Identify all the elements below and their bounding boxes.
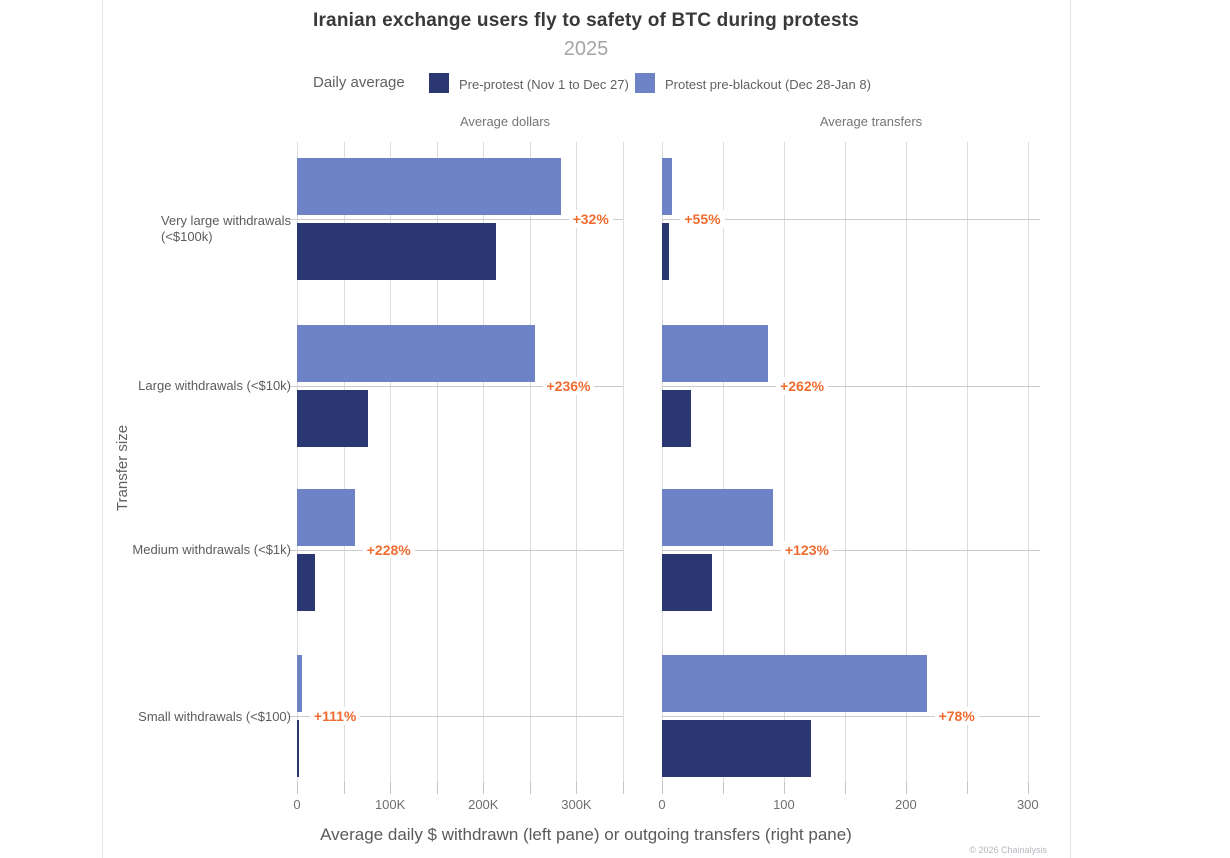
gridline bbox=[483, 142, 485, 782]
x-tick-label: 300 bbox=[1016, 797, 1039, 812]
pane-header-average-transfers: Average transfers bbox=[819, 114, 923, 129]
row-baseline bbox=[662, 550, 1040, 551]
gridline bbox=[576, 142, 578, 782]
pct-change-label: +236% bbox=[542, 377, 595, 395]
x-axis-tick bbox=[390, 782, 392, 794]
bar-pre-protest bbox=[297, 223, 497, 280]
bar-pre-protest bbox=[662, 719, 811, 777]
pct-change-label: +228% bbox=[362, 541, 415, 559]
gridline bbox=[297, 142, 298, 782]
bar-protest-pre-blackout bbox=[297, 158, 561, 215]
row-baseline bbox=[662, 715, 1040, 717]
x-axis-tick bbox=[576, 782, 578, 794]
bar-pre-protest bbox=[662, 390, 692, 447]
row-baseline bbox=[662, 386, 1040, 387]
gridline bbox=[436, 142, 438, 782]
legend-swatch-pre-protest bbox=[429, 73, 449, 93]
legend-title: Daily average bbox=[313, 74, 405, 91]
bar-pre-protest bbox=[662, 223, 669, 280]
x-axis-tick bbox=[529, 782, 531, 794]
bar-pre-protest bbox=[297, 554, 315, 611]
row-baseline bbox=[290, 715, 623, 717]
x-tick-label: 100 bbox=[773, 797, 795, 812]
x-tick-label: 0 bbox=[293, 797, 301, 812]
page-title: Iranian exchange users fly to safety of … bbox=[312, 10, 860, 31]
x-axis-tick bbox=[783, 782, 785, 794]
bar-pre-protest bbox=[297, 719, 300, 777]
x-axis-tick bbox=[483, 782, 485, 794]
gridline bbox=[905, 142, 907, 782]
bar-protest-pre-blackout bbox=[297, 489, 355, 546]
legend-label-pre-protest: Pre-protest (Nov 1 to Dec 27) bbox=[459, 77, 629, 92]
chart-card bbox=[102, 0, 1071, 858]
row-baseline bbox=[290, 219, 623, 220]
gridline bbox=[722, 142, 724, 782]
bar-protest-pre-blackout bbox=[662, 654, 927, 712]
x-tick-label: 300K bbox=[561, 797, 592, 812]
bar-protest-pre-blackout bbox=[297, 654, 302, 712]
gridline bbox=[343, 142, 345, 782]
row-baseline bbox=[290, 386, 623, 387]
category-label: Medium withdrawals (<$1k) bbox=[132, 542, 291, 557]
bar-protest-pre-blackout bbox=[662, 325, 769, 382]
pct-change-label: +111% bbox=[309, 706, 361, 725]
x-axis-tick bbox=[436, 782, 438, 794]
x-axis-tick bbox=[1027, 782, 1029, 794]
bar-pre-protest bbox=[297, 390, 368, 447]
copyright-text: © 2026 Chainalysis bbox=[969, 845, 1047, 855]
x-axis-tick bbox=[722, 782, 724, 794]
pct-change-label: +55% bbox=[680, 210, 725, 228]
x-axis-tick bbox=[844, 782, 846, 794]
row-baseline bbox=[290, 550, 623, 551]
pct-change-label: +123% bbox=[780, 541, 833, 559]
pct-change-label: +262% bbox=[776, 377, 829, 395]
row-baseline bbox=[662, 219, 1040, 220]
gridline bbox=[390, 142, 392, 782]
x-tick-label: 200K bbox=[468, 797, 499, 812]
x-axis-tick bbox=[343, 782, 345, 794]
x-axis-tick bbox=[662, 782, 663, 794]
x-axis-tick bbox=[966, 782, 968, 794]
x-tick-label: 200 bbox=[895, 797, 917, 812]
category-label: Very large withdrawals (<$100k) bbox=[160, 213, 291, 244]
x-axis-tick bbox=[905, 782, 907, 794]
gridline bbox=[623, 142, 624, 782]
bar-pre-protest bbox=[662, 554, 712, 611]
pct-change-label: +78% bbox=[934, 706, 979, 725]
x-tick-label: 100K bbox=[374, 797, 406, 812]
x-tick-label: 0 bbox=[658, 797, 666, 812]
gridline bbox=[844, 142, 846, 782]
gridline bbox=[662, 142, 663, 782]
x-axis-tick bbox=[297, 782, 298, 794]
category-label: Large withdrawals (<$10k) bbox=[138, 378, 291, 393]
pane-header-average-dollars: Average dollars bbox=[459, 114, 551, 129]
pct-change-label: +32% bbox=[568, 210, 613, 228]
legend-swatch-protest-pre-blackout bbox=[635, 73, 655, 93]
bar-protest-pre-blackout bbox=[297, 325, 535, 382]
gridline bbox=[966, 142, 968, 782]
x-axis-tick bbox=[623, 782, 624, 794]
category-label: Small withdrawals (<$100) bbox=[138, 708, 291, 724]
gridline bbox=[529, 142, 531, 782]
legend-label-protest-pre-blackout: Protest pre-blackout (Dec 28-Jan 8) bbox=[665, 77, 871, 92]
bar-protest-pre-blackout bbox=[662, 158, 673, 215]
x-axis-title: Average daily $ withdrawn (left pane) or… bbox=[320, 825, 852, 844]
page-subtitle: 2025 bbox=[563, 38, 609, 60]
gridline bbox=[783, 142, 785, 782]
bar-protest-pre-blackout bbox=[662, 489, 773, 546]
gridline bbox=[1027, 142, 1029, 782]
